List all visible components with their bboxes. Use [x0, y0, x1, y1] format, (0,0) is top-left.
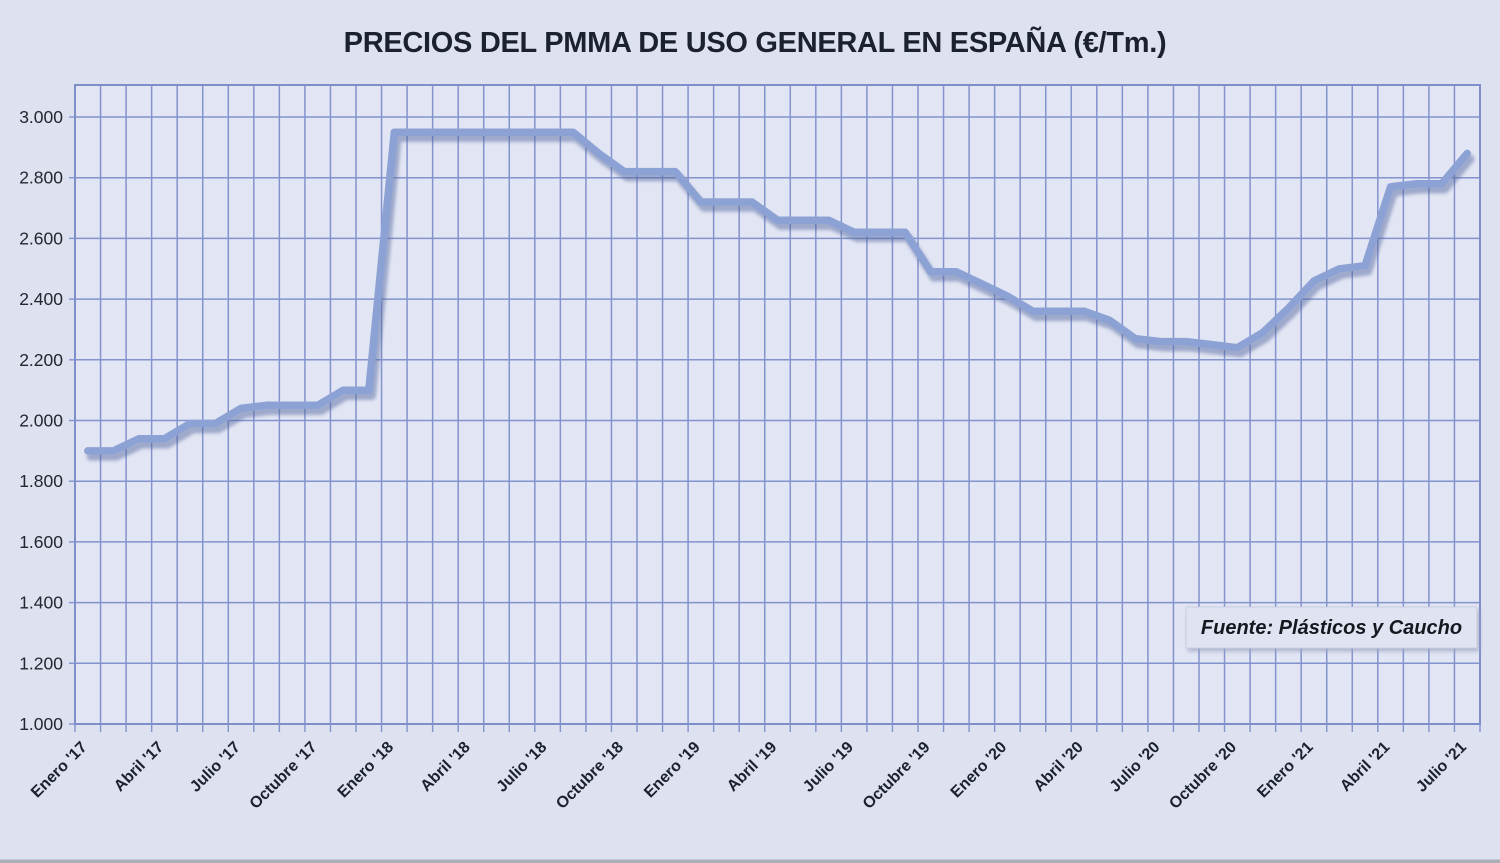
y-axis-label: 1.400 — [19, 593, 63, 613]
y-axis-label: 2.400 — [19, 289, 63, 309]
y-axis-labels: 1.000 1.200 1.400 1.600 1.800 2.000 2.200 2.400… — [19, 107, 63, 734]
y-axis-label: 1.800 — [19, 471, 63, 491]
window-edge — [0, 859, 1500, 863]
axis-ticks — [69, 116, 1481, 732]
y-axis-label: 2.000 — [19, 411, 63, 431]
plot-frame — [74, 84, 1481, 725]
y-axis-label: 1.200 — [19, 653, 63, 673]
price-line — [84, 128, 1471, 455]
y-axis-label: 2.800 — [19, 168, 63, 188]
price-line-series — [84, 128, 1475, 461]
chart-title: PRECIOS DEL PMMA DE USO GENERAL EN ESPAÑ… — [344, 25, 1167, 59]
price-line-shadow — [86, 133, 1475, 461]
source-box-rect — [1185, 606, 1478, 649]
y-axis-label: 2.200 — [19, 350, 63, 370]
source-label: Fuente: Plásticos y Caucho — [1201, 617, 1462, 639]
y-axis-label: 3.000 — [19, 107, 63, 127]
y-axis-label: 1.000 — [19, 714, 63, 734]
source-box: Fuente: Plásticos y Caucho — [1185, 606, 1478, 649]
plot-border — [74, 84, 1481, 725]
y-axis-label: 2.600 — [19, 228, 63, 248]
y-axis-label: 1.600 — [19, 532, 63, 552]
horizontal-gridlines — [75, 116, 1480, 725]
